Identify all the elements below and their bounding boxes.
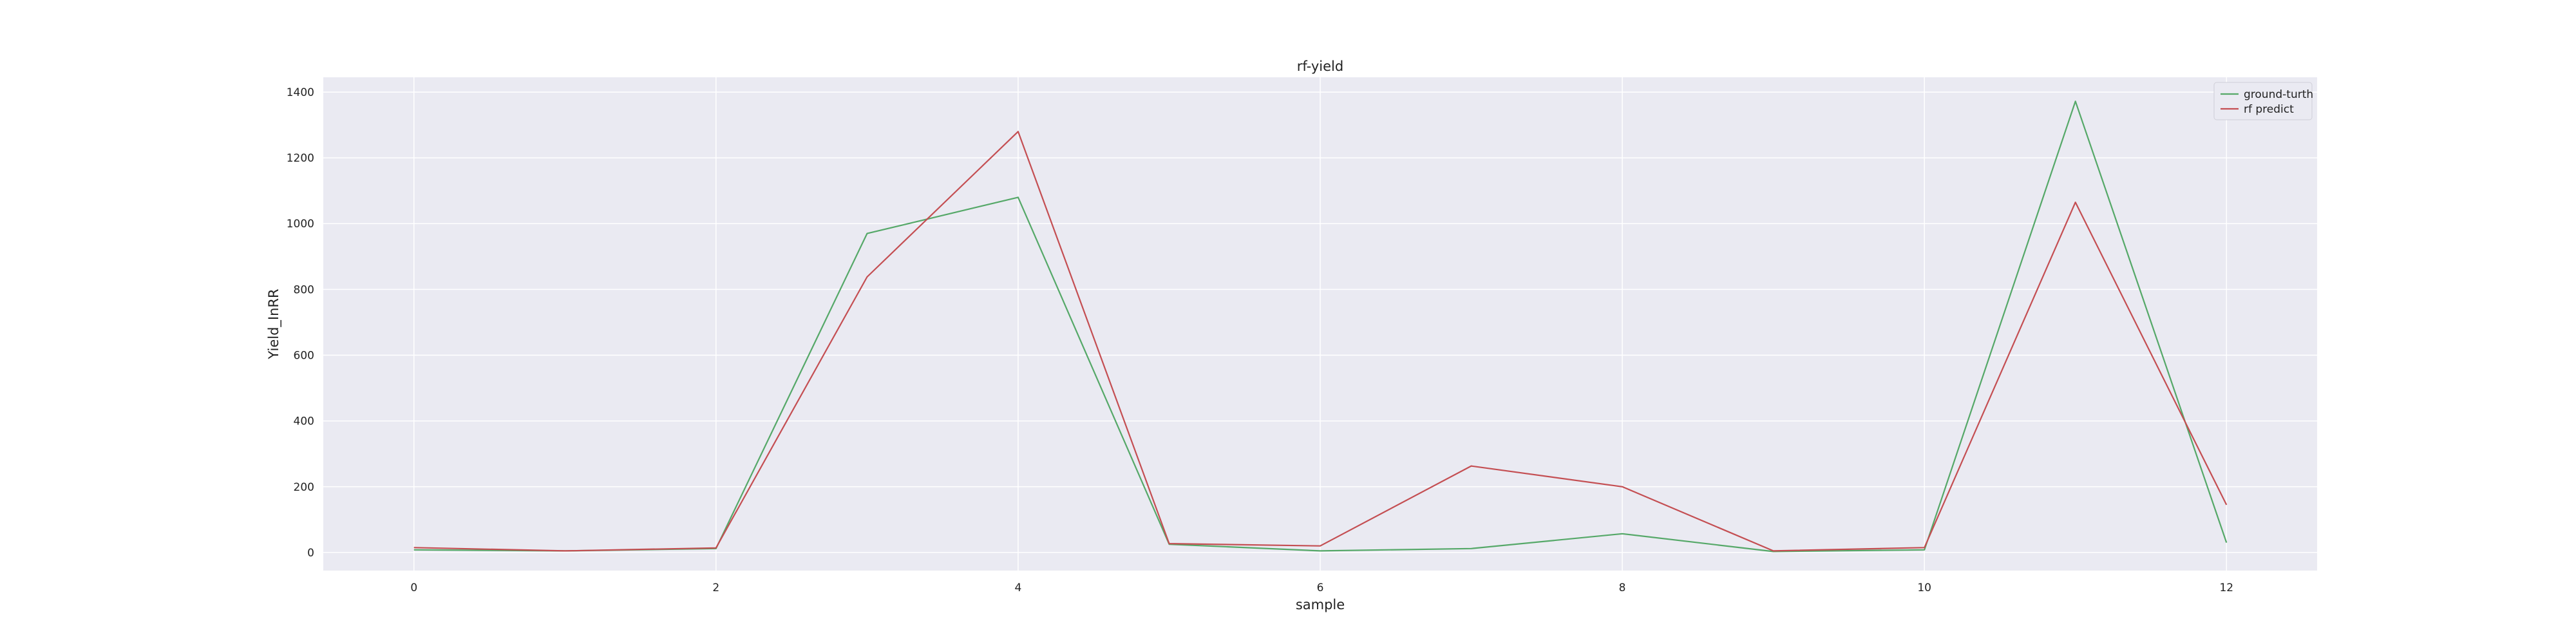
legend-label: rf predict	[2244, 103, 2294, 116]
x-tick-label: 0	[410, 582, 417, 594]
y-tick-label: 0	[307, 547, 314, 560]
legend-label: ground-turth	[2244, 88, 2313, 101]
y-tick-label: 200	[294, 481, 314, 494]
x-axis-ticks: 0 2 4 6 8 10 12	[410, 582, 2233, 594]
y-tick-label: 800	[294, 283, 314, 296]
chart-title: rf-yield	[1297, 59, 1343, 74]
series-line-rf-predict	[413, 131, 2228, 552]
x-tick-label: 6	[1317, 582, 1324, 594]
legend-box	[2213, 82, 2313, 120]
x-axis-label: sample	[1296, 597, 1345, 612]
grid	[323, 77, 2317, 571]
x-tick-label: 4	[1014, 582, 1021, 594]
y-tick-label: 400	[294, 415, 314, 428]
y-tick-label: 1000	[287, 218, 314, 231]
y-tick-label: 1400	[287, 86, 314, 99]
x-tick-label: 10	[1917, 582, 1931, 594]
x-tick-label: 12	[2219, 582, 2233, 594]
x-tick-label: 8	[1619, 582, 1626, 594]
y-axis-ticks: 0 200 400 600 800 1000 1200 1400	[287, 86, 314, 560]
y-tick-label: 1200	[287, 152, 314, 165]
y-tick-label: 600	[294, 350, 314, 363]
x-tick-label: 2	[712, 582, 719, 594]
y-axis-label: Yield_InRR	[266, 289, 282, 359]
legend: ground-turth rf predict	[2213, 82, 2313, 120]
series-lines	[413, 100, 2228, 553]
